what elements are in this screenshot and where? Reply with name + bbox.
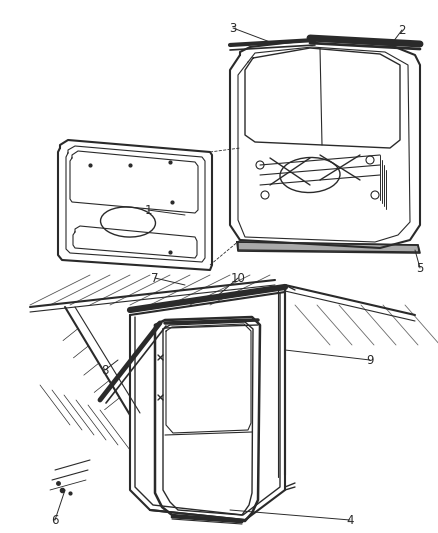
Text: 8: 8 — [101, 364, 109, 376]
Text: 9: 9 — [366, 353, 374, 367]
Text: 10: 10 — [230, 271, 245, 285]
Text: 5: 5 — [416, 262, 424, 274]
Text: 2: 2 — [398, 23, 406, 36]
Text: 1: 1 — [144, 204, 152, 216]
Text: 7: 7 — [151, 271, 159, 285]
Text: 3: 3 — [230, 21, 237, 35]
Text: 4: 4 — [346, 513, 354, 527]
Text: 6: 6 — [51, 513, 59, 527]
Polygon shape — [238, 242, 419, 252]
